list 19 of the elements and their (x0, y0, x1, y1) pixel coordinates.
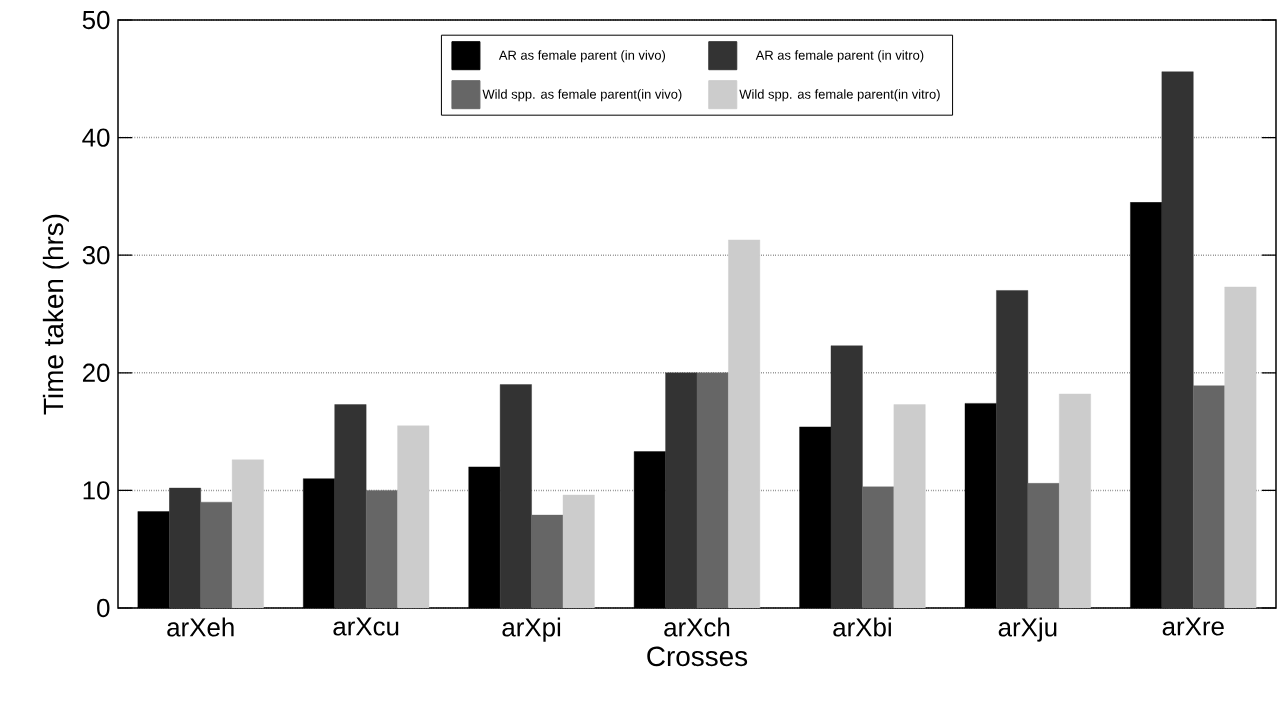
y-tick-label: 50 (82, 10, 110, 30)
y-tick-label: 0 (97, 598, 110, 618)
x-tick-label: arXeh (167, 617, 234, 637)
legend-label: AR as female parent (in vivo) (498, 50, 666, 63)
legend-label: Wild spp. as female parent(in vivo) (482, 89, 682, 102)
y-tick-label: 20 (82, 363, 110, 382)
y-axis-title: Time taken (hrs) (42, 214, 69, 415)
x-tick-label: arXre (1162, 617, 1224, 636)
x-axis-title: Crosses (647, 646, 748, 667)
y-tick-label: 30 (82, 246, 110, 265)
x-tick-label: arXcu (333, 617, 399, 636)
y-tick-label: 10 (83, 481, 110, 500)
legend-label: AR as female parent (in vitro) (755, 50, 924, 63)
x-tick-label: arXch (664, 617, 730, 637)
x-tick-label: arXpi (502, 617, 561, 642)
y-tick-label: 40 (82, 128, 110, 147)
x-tick-label: arXju (998, 617, 1057, 642)
legend-label: Wild spp. as female parent(in vitro) (739, 89, 940, 102)
x-tick-label: arXbi (833, 617, 891, 637)
